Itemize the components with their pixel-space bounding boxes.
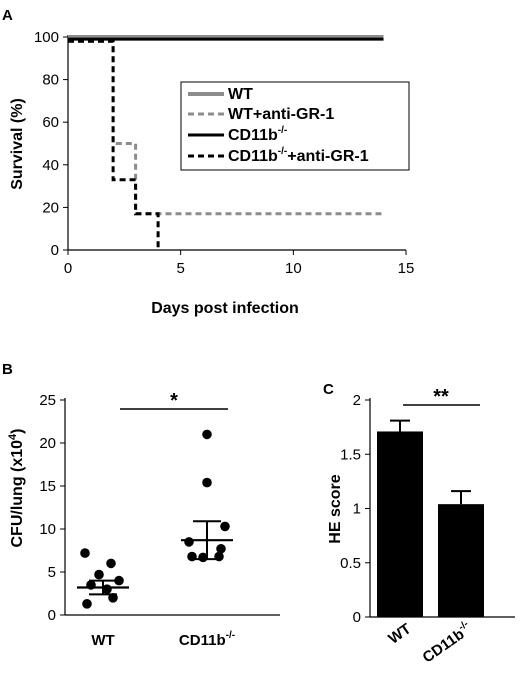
panel-a-x-tick-label: 15 [398, 260, 415, 277]
panel-c: C 0 0.5 1 1.5 2 WT CD11b-/- ** HE score [323, 381, 515, 666]
panel-b-axes: 0 5 10 15 20 25 WT CD11b-/- [39, 392, 280, 649]
panel-a-y-tick-label: 100 [34, 29, 59, 46]
panel-b-y-axis-title-suffix: ) [9, 428, 26, 433]
legend-label-name: WT [228, 86, 253, 103]
panel-c-category-name: WT [385, 620, 414, 647]
panel-c-data: WT CD11b-/- ** [377, 386, 484, 666]
panel-a-y-tick-label: 60 [42, 114, 59, 131]
panel-a-x-tick-label: 0 [64, 260, 72, 277]
panel-b-category-name: CD11b [179, 632, 226, 649]
panel-b-data: * [77, 390, 233, 609]
panel-b-category-superscript: -/- [226, 630, 235, 641]
panel-c-y-axis-title: HE score [327, 474, 344, 543]
panel-c-axes: 0 0.5 1 1.5 2 [340, 392, 515, 626]
panel-b-category-label: CD11b-/- [179, 630, 235, 649]
panel-b-category-label: WT [91, 632, 114, 649]
panel-b-y-axis-title-superscript: 4 [7, 433, 19, 440]
survival-line-series-2 [68, 39, 384, 216]
legend-label-superscript: -/- [278, 125, 287, 136]
panel-a-x-tick-label: 5 [176, 260, 184, 277]
panel-a-x-tick-label: 10 [285, 260, 302, 277]
panel-b-letter: B [2, 361, 13, 378]
data-point-wt [94, 569, 104, 580]
panel-c-category-label: WT [385, 620, 414, 647]
panel-a: A 0 20 40 60 80 100 0 5 10 15 Days post infection… [2, 7, 414, 317]
legend-label-name: CD11b [228, 127, 278, 144]
panel-b-y-tick-label: 20 [39, 435, 56, 452]
panel-b-y-tick-label: 10 [39, 521, 56, 538]
panel-a-y-tick-label: 0 [51, 242, 59, 259]
legend-label-2: WT+anti-GR-1 [228, 106, 334, 123]
panel-a-x-axis-title: Days post infection [151, 300, 299, 317]
data-point-cd11b [202, 429, 212, 440]
legend-label-3: CD11b-/- [228, 125, 287, 144]
panel-a-axes: 0 20 40 60 80 100 0 5 10 15 [34, 29, 414, 277]
data-point-wt [108, 593, 118, 603]
significance-label: * [170, 390, 178, 412]
data-point-cd11b [220, 521, 230, 532]
data-point-cd11b [216, 543, 226, 554]
panel-c-y-tick-label: 1 [353, 501, 361, 518]
legend-label-4: CD11b-/-+anti-GR-1 [228, 146, 369, 165]
panel-c-y-tick-label: 0 [353, 609, 361, 626]
data-point-wt [82, 599, 92, 609]
panel-a-y-tick-label: 40 [42, 157, 59, 174]
panel-b-y-axis-title-main: CFU/lung (x10 [9, 440, 26, 548]
panel-a-y-tick-label: 20 [42, 199, 59, 216]
panel-b-category-name: WT [91, 632, 114, 649]
panel-c-y-tick-label: 1.5 [340, 446, 361, 463]
data-point-cd11b [202, 477, 212, 488]
panel-b-y-axis-title: CFU/lung (x104) [7, 428, 26, 547]
data-point-cd11b [184, 537, 194, 547]
panel-b-y-tick-label: 15 [39, 478, 56, 495]
survival-line-series-4 [68, 39, 160, 250]
panel-c-category-label: CD11b-/- [418, 619, 475, 667]
data-point-wt [106, 558, 116, 569]
significance-label: ** [433, 386, 449, 408]
data-point-wt [80, 548, 90, 558]
bar-wt [377, 431, 423, 617]
panel-b: B 0 5 10 15 20 25 WT CD11b-/- * CFU/lung (x104) [2, 361, 280, 649]
panel-a-y-tick-label: 80 [42, 72, 59, 89]
panel-b-y-tick-label: 25 [39, 392, 56, 409]
data-point-wt [114, 575, 124, 586]
panel-a-y-axis-title: Survival (%) [9, 98, 26, 190]
panel-b-y-tick-label: 0 [48, 607, 56, 624]
legend-label-1: WT [228, 86, 253, 103]
legend-label-suffix: +anti-GR-1 [287, 148, 368, 165]
panel-c-letter: C [323, 381, 334, 398]
panel-c-category-name: CD11b [420, 626, 468, 667]
legend-label-name: CD11b [228, 148, 278, 165]
panel-c-y-tick-label: 2 [353, 392, 361, 409]
panel-a-series [68, 35, 384, 250]
legend-label-superscript: -/- [278, 146, 287, 157]
legend-label-name: WT+anti-GR-1 [228, 106, 334, 123]
bar-cd11b [438, 504, 484, 617]
panel-b-y-tick-label: 5 [48, 564, 56, 581]
panel-c-y-tick-label: 0.5 [340, 555, 361, 572]
panel-a-letter: A [2, 7, 13, 24]
